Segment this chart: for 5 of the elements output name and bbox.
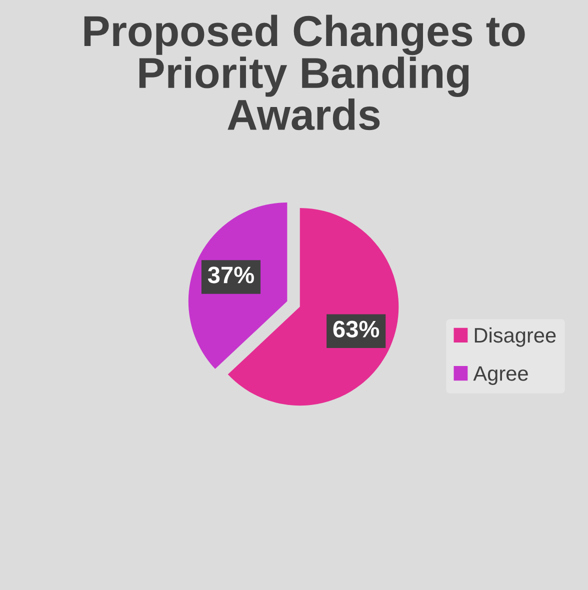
legend-label: Disagree [474, 327, 556, 347]
data-label: 63% [333, 320, 380, 338]
legend-label: Agree [473, 366, 528, 385]
chart-title: Proposed Changes to Priority Banding Awards [84, 14, 525, 130]
data-label: 37% [208, 266, 254, 284]
